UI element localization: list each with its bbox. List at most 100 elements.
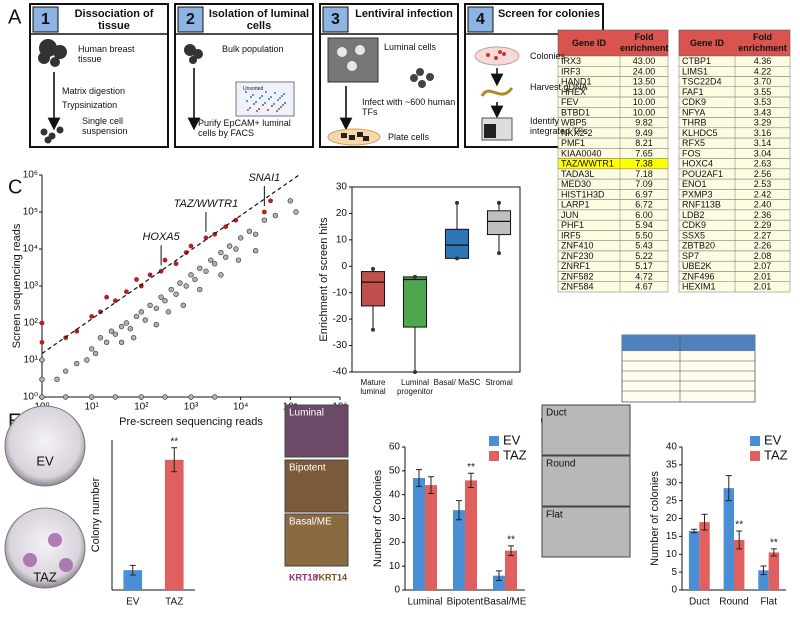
scatter-point [177, 280, 183, 286]
y-tick-label: 30 [389, 513, 401, 524]
step-text: Matrix digestion [62, 86, 126, 96]
y-axis-label: Screen sequencing reads [11, 223, 23, 348]
facs-plot [235, 81, 295, 117]
step-title: Lentiviral infection [355, 8, 453, 20]
y-axis-label: Number of Colonies [372, 469, 384, 567]
table-cell: 3.43 [754, 107, 772, 117]
table-row [678, 281, 791, 293]
y-tick-label: 50 [389, 465, 401, 476]
table-cell: CTBP1 [682, 56, 711, 66]
table-cell: KLHDC5 [682, 128, 718, 138]
scatter-point [39, 320, 45, 326]
step-number: 2 [186, 11, 195, 28]
facs-dot [250, 96, 252, 98]
scatter-point [235, 257, 242, 263]
y-tick-label: 0 [671, 585, 677, 596]
scatter-point [123, 320, 130, 326]
y-tick-label: -20 [333, 314, 348, 325]
table-cell: LIMS1 [682, 66, 708, 76]
table-cell: 5.50 [635, 230, 653, 240]
scatter-point [108, 328, 115, 334]
legend-swatch [750, 436, 760, 446]
bar [768, 552, 780, 590]
table-cell: JUN [561, 210, 579, 220]
table-cell: HHEX [561, 87, 586, 97]
table-cell: 5.43 [635, 241, 653, 251]
table-cell: TADA3L [561, 169, 594, 179]
step-text: Single cell suspension [82, 116, 128, 136]
scatter-point [162, 257, 168, 263]
legend-label: TAZ [764, 447, 788, 462]
y-tick-label: -40 [333, 367, 348, 378]
x-tick-label: EV [126, 597, 140, 608]
table-cell: 9.82 [635, 118, 653, 128]
facs-dot [252, 94, 254, 96]
table-cell: 4.36 [754, 56, 772, 66]
whisker-end [371, 266, 375, 271]
scatter-point [153, 321, 159, 328]
scatter-point [268, 198, 273, 204]
reference-line [41, 174, 300, 354]
y-tick-label: 40 [389, 489, 401, 500]
scatter-point [92, 350, 99, 357]
scatter-point [252, 247, 259, 254]
legend-swatch [489, 436, 499, 446]
scatter-point [287, 198, 294, 204]
tissue-icon [50, 57, 60, 67]
facs-dot [255, 101, 257, 103]
table-cell: ZNRF1 [561, 261, 590, 271]
table-cell: TAZ/WWTR1 [561, 159, 614, 169]
table-cell: 2.56 [754, 169, 772, 179]
plate-cell [341, 133, 347, 138]
error-bar [416, 469, 422, 487]
micrograph [284, 459, 349, 513]
scatter-point [104, 294, 110, 300]
table-cell: 5.17 [635, 261, 653, 271]
scatter-point [74, 360, 80, 367]
error-bar [736, 530, 743, 550]
table-cell: HEXIM1 [682, 282, 716, 292]
step-badge [322, 6, 349, 33]
x-tick-label: 10¹ [84, 402, 99, 413]
dish-label: EV [36, 453, 54, 468]
table-cell: 3.29 [754, 118, 772, 128]
step-text: Purify EpCAM+ luminal cells by FACS [198, 118, 291, 138]
table-cell: ZNF584 [561, 282, 594, 292]
plot-frame [351, 186, 521, 373]
bar [505, 550, 517, 590]
table-cell: IRF3 [561, 66, 581, 76]
table-row [557, 281, 669, 293]
error-bar [428, 476, 434, 494]
scatter-point [147, 302, 153, 309]
scatter-point [197, 286, 203, 293]
bar [465, 480, 477, 590]
scatter-point [39, 394, 45, 400]
table-cell: 10.00 [633, 97, 656, 107]
scatter-point [237, 235, 244, 241]
colony-spot [347, 61, 357, 71]
dish-colony [498, 50, 502, 54]
micrograph [541, 455, 631, 507]
x-tick-label: Luminal progenitor [396, 378, 434, 396]
scatter-point [211, 394, 218, 400]
scatter-point [272, 212, 279, 219]
table-cell: WBP5 [561, 118, 587, 128]
facs-dot [279, 97, 281, 99]
step-title: Dissociation of tissue [74, 8, 154, 32]
table-cell: FOS [682, 148, 701, 158]
y-tick-label: 20 [666, 513, 678, 524]
table-cell: RFX5 [682, 138, 705, 148]
table-cell: IRX3 [561, 56, 581, 66]
y-tick-label: 10¹ [24, 355, 39, 366]
error-bar [760, 565, 767, 576]
scatter-point [165, 309, 172, 315]
scatter-point [261, 217, 268, 223]
scatter-point [134, 277, 139, 282]
plate-cell [363, 136, 369, 141]
facs-dot [256, 110, 258, 112]
error-bar [456, 500, 462, 521]
step-text: Identify integrated TFs [530, 116, 588, 136]
colony-image [327, 37, 379, 83]
scatter-point [158, 294, 164, 300]
scatter-point [112, 394, 119, 400]
